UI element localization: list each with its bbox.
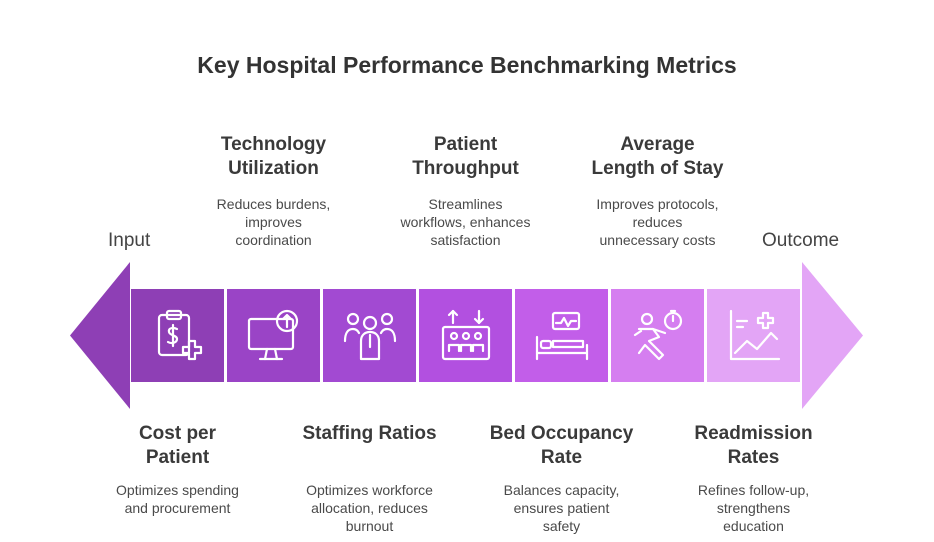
metric-label-line: Bed Occupancy [489, 423, 634, 444]
metric-label-line: Patient [145, 447, 210, 468]
metric-description-line: coordination [235, 232, 312, 248]
metric-label-line: Cost per [138, 423, 217, 444]
metric-description-1: Optimizes spending and procurement [98, 481, 258, 517]
metric-description-line: Improves protocols, [596, 196, 719, 212]
outcome-label: Outcome [762, 230, 840, 251]
metric-description-2: Reduces burdens, improves coordination [194, 195, 354, 249]
metric-block-5 [515, 289, 608, 382]
metric-description-line: allocation, reduces [311, 500, 428, 516]
metric-block-7 [707, 289, 800, 382]
monitor-upload-icon [247, 309, 298, 360]
metric-description-line: reduces [632, 214, 683, 230]
metric-description-5: Balances capacity, ensures patient safety [482, 481, 642, 535]
metric-description-4: Streamlines workflows, enhances satisfacti… [386, 195, 546, 249]
metric-label-line: Technology [220, 134, 327, 155]
metric-block-1 [131, 289, 224, 382]
metric-label-4: Patient Throughput [386, 133, 546, 181]
metric-description-line: burnout [345, 518, 394, 534]
metric-description-line: unnecessary costs [599, 232, 716, 248]
metric-description-7: Refines follow-up, strengthens education [674, 481, 834, 535]
metric-description-line: Optimizes workforce [306, 482, 433, 498]
metric-label-2: Technology Utilization [194, 133, 354, 181]
metric-label-line: Readmission [694, 423, 813, 444]
metric-label-line: Length of Stay [591, 158, 724, 179]
metric-label-line: Average [620, 134, 695, 155]
hospital-bed-icon [535, 311, 588, 360]
metric-label-line: Staffing Ratios [302, 423, 437, 444]
metric-label-line: Rates [727, 447, 780, 468]
page-title: Key Hospital Performance Benchmarking Me… [197, 52, 737, 78]
metric-description-line: Optimizes spending [116, 482, 239, 498]
metric-description-line: Streamlines [428, 196, 503, 212]
metric-label-line: Rate [540, 447, 583, 468]
metric-label-line: Utilization [228, 158, 319, 179]
outcome-arrowhead [802, 262, 863, 409]
metric-description-line: improves [245, 214, 302, 230]
patient-flow-icon [441, 309, 490, 360]
metric-description-line: and procurement [124, 500, 231, 516]
metric-description-3: Optimizes workforce allocation, reduces bu… [290, 481, 450, 535]
metric-label-6: Average Length of Stay [578, 133, 738, 181]
chart-medical-icon [729, 309, 780, 360]
metric-block-6 [611, 289, 704, 382]
metric-description-line: satisfaction [430, 232, 501, 248]
clipboard-dollar-icon [157, 309, 202, 360]
metric-label-7: Readmission Rates [674, 422, 834, 470]
metric-description-line: Balances capacity, [503, 482, 620, 498]
input-label: Input [108, 230, 151, 251]
metric-block-3 [323, 289, 416, 382]
metric-description-line: ensures patient [513, 500, 610, 516]
running-timer-icon [633, 309, 682, 360]
metric-description-line: safety [542, 518, 581, 534]
medical-staff-icon [343, 312, 396, 360]
metric-description-line: Refines follow-up, [697, 482, 810, 498]
metric-block-4 [419, 289, 512, 382]
metric-label-1: Cost per Patient [98, 422, 258, 470]
metric-description-line: strengthens [716, 500, 791, 516]
metric-description-line: workflows, enhances [400, 214, 531, 230]
metric-description-line: education [723, 518, 784, 534]
input-arrowhead [70, 262, 130, 409]
metric-label-line: Patient [433, 134, 498, 155]
metric-block-2 [227, 289, 320, 382]
metric-label-5: Bed Occupancy Rate [482, 422, 642, 470]
metric-label-3: Staffing Ratios [290, 422, 450, 446]
metric-description-6: Improves protocols, reduces unnecessary co… [578, 195, 738, 249]
metric-label-line: Throughput [412, 158, 519, 179]
metric-description-line: Reduces burdens, [216, 196, 331, 212]
